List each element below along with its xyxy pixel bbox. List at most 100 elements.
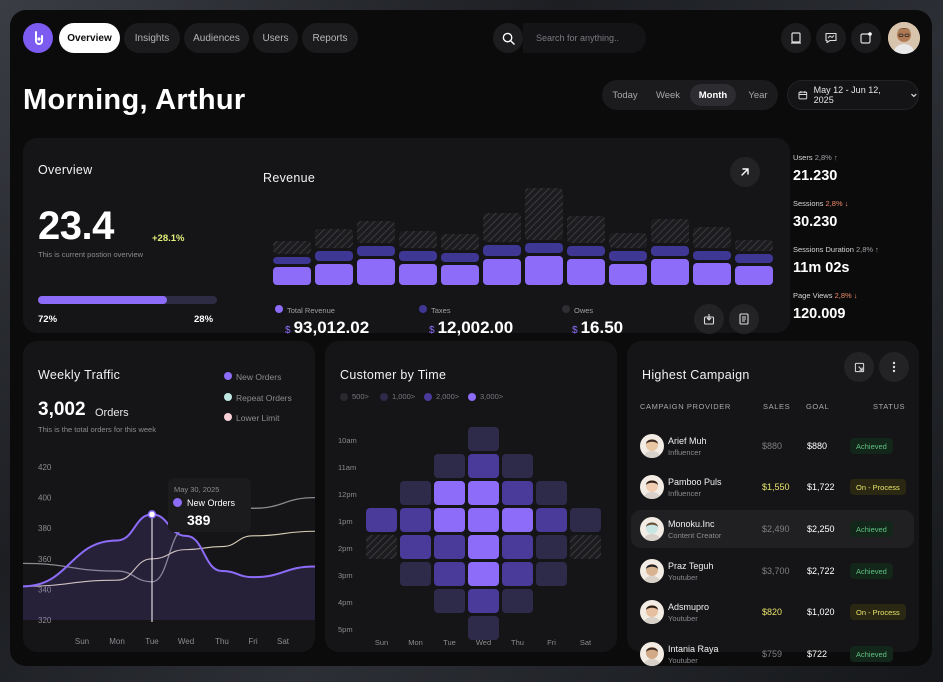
col-sales: SALES [763,402,791,411]
series-line-lower-limit [23,530,315,587]
overview-title: Overview [38,163,93,177]
chat-icon[interactable] [816,23,846,53]
tablet-icon[interactable] [781,23,811,53]
avatar [640,475,664,499]
revenue-bar [483,259,521,285]
download-icon[interactable] [694,304,724,334]
sales-value: $2,490 [762,524,790,534]
dashboard-frame: Overview Insights Audiences Users Report… [10,10,932,666]
notification-icon[interactable] [851,23,881,53]
logo-icon[interactable] [23,23,53,53]
period-week[interactable]: Week [655,89,681,101]
weekly-traffic-card: Weekly Traffic 3,002 Orders This is the … [23,341,315,652]
revenue-bars-chart [273,188,773,285]
y-tick-label: 3pm [338,571,353,580]
tab-reports[interactable]: Reports [302,23,358,53]
y-tick-label: 10am [338,436,357,445]
table-row[interactable]: Praz Teguh Youtuber $3,700 $2,722 Achieved [631,552,914,590]
avatar[interactable] [888,22,920,54]
revenue-bar-owes [315,229,353,248]
overview-progress [38,296,217,304]
tab-insights[interactable]: Insights [124,23,180,53]
report-icon[interactable] [729,304,759,334]
y-tick-label: 4pm [338,598,353,607]
table-row[interactable]: Adsmupro Youtuber $820 $1,020 On - Process [631,593,914,631]
y-tick-label: 360 [38,555,52,564]
expand-arrow-icon[interactable] [730,157,760,187]
provider-name: Intania Raya [668,644,719,654]
heatmap-cell [468,562,499,586]
sales-value: $880 [762,441,783,451]
x-tick-label: Tue [145,637,159,646]
search-icon[interactable] [493,23,523,53]
legend-repeat-orders: Repeat Orders [236,393,292,403]
heatmap-cell [434,454,465,478]
revenue-bar-tax [399,251,437,261]
table-row[interactable]: Pamboo Puls Influencer $1,550 $1,722 On - Pr… [631,468,914,506]
orders-unit: Orders [95,407,129,419]
revenue-bar-tax [693,251,731,260]
owes-value: $16.50 [572,318,624,337]
overview-change: +28.1% [152,233,185,244]
more-options-icon[interactable] [879,352,909,382]
revenue-bar [609,264,647,285]
sales-value: $759 [762,649,783,659]
period-year[interactable]: Year [748,89,768,101]
x-tick-label: Mon [408,638,423,647]
provider-name: Arief Muh [668,436,707,446]
provider-role: Youtuber [668,656,698,665]
heatmap-cell [468,589,499,613]
tab-audiences[interactable]: Audiences [184,23,249,53]
heatmap-cell [468,481,499,505]
campaign-card: Highest Campaign [627,341,919,652]
heatmap-cell [434,589,465,613]
status-badge: Achieved [850,563,893,579]
campaign-title: Highest Campaign [642,368,750,382]
customer-by-time-title: Customer by Time [340,368,447,382]
customer-by-time-card: Customer by Time 500> 1,000> 2,000> 3,000> … [325,341,617,652]
legend-dot-lower-limit [224,413,232,421]
hover-point [147,510,157,519]
avatar [640,434,664,458]
heatmap-cell [400,481,431,505]
heatmap-cell [400,508,431,532]
heatmap-cell [502,535,533,559]
x-tick-label: Fri [248,637,258,646]
orders-caption: This is the total orders for this week [38,425,156,434]
heatmap-legend-dot [340,393,348,401]
period-month[interactable]: Month [690,84,736,106]
revenue-bar [651,259,689,285]
revenue-bar-owes [357,221,395,243]
stat-sessions-label: Sessions 2,8% ↓ [793,199,849,208]
stat-sessions-value: 30.230 [793,214,838,230]
heatmap-cell [434,508,465,532]
x-tick-label: Tue [443,638,456,647]
x-tick-label: Sun [75,637,89,646]
stat-duration-label: Sessions Duration 2,8% ↑ [793,245,879,254]
expand-icon[interactable] [844,352,874,382]
heatmap-cell [434,535,465,559]
revenue-bar-tax [315,251,353,261]
period-today[interactable]: Today [612,89,638,101]
tab-overview[interactable]: Overview [59,23,120,53]
x-tick-label: Thu [511,638,524,647]
date-range-picker[interactable]: May 12 - Jun 12, 2025 [787,80,919,110]
heatmap-cell [400,535,431,559]
table-row[interactable]: Monoku.Inc Content Creator $2,490 $2,250 Ach… [631,510,914,548]
heatmap-cell [468,454,499,478]
heatmap-legend-label: 500> [352,392,369,401]
col-status: STATUS [873,402,906,411]
tab-users[interactable]: Users [253,23,298,53]
x-tick-label: Wed [476,638,491,647]
heatmap-cell [366,535,397,559]
table-row[interactable]: Arief Muh Influencer $880 $880 Achieved [631,427,914,465]
provider-role: Youtuber [668,614,698,623]
x-tick-label: Sun [375,638,388,647]
provider-name: Pamboo Puls [668,477,722,487]
goal-value: $880 [807,441,828,451]
search-input[interactable] [523,23,646,53]
heatmap-cell [468,427,499,451]
legend-dot-new-orders [224,372,232,380]
stat-users-value: 21.230 [793,168,838,184]
table-row[interactable]: Intania Raya Youtuber $759 $722 Achieved [631,635,914,666]
